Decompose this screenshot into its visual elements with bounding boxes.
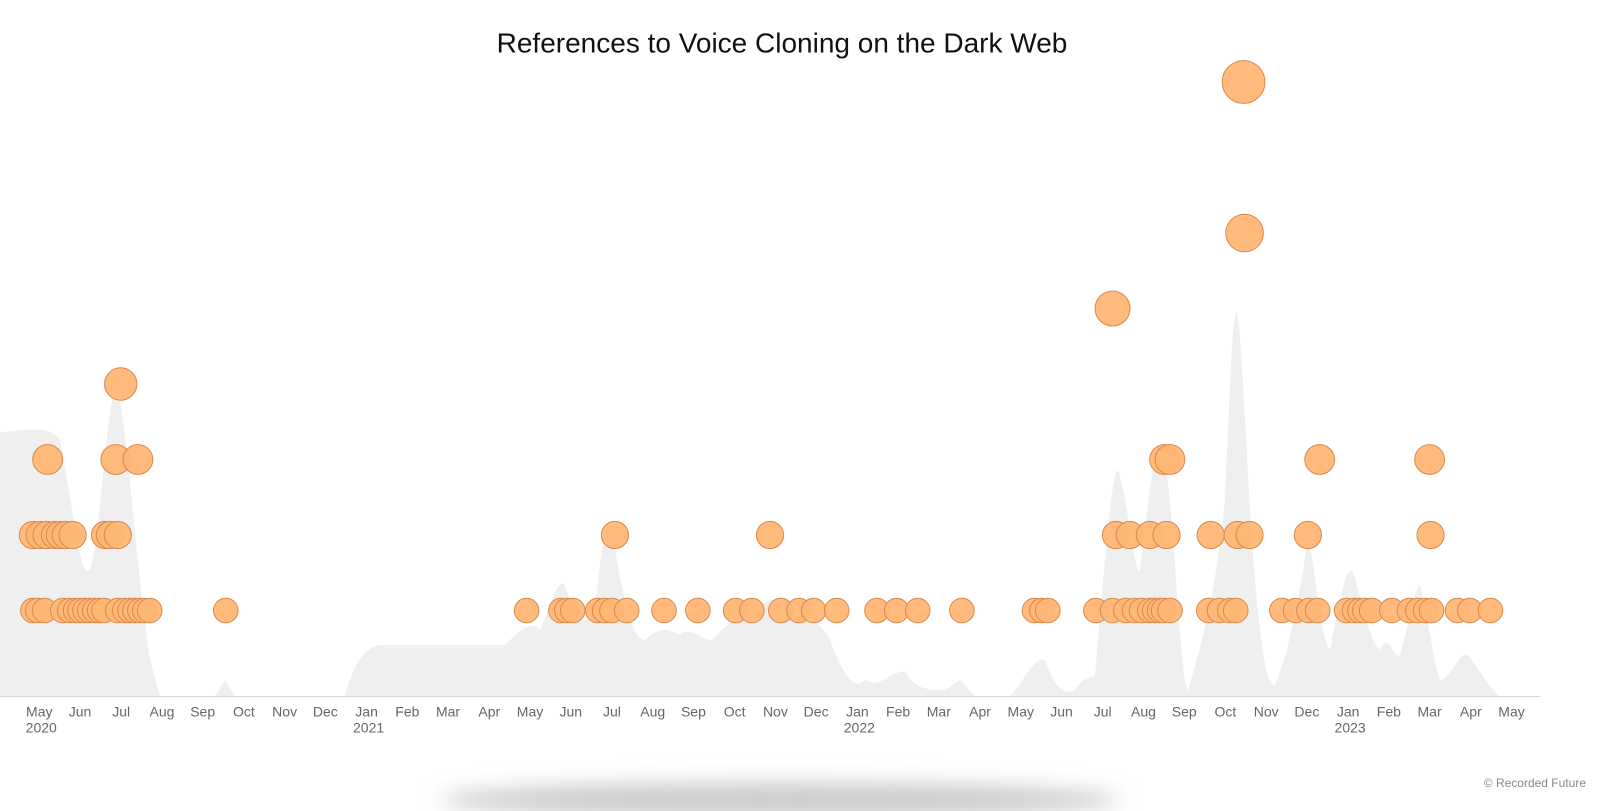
point [613, 597, 640, 624]
x-tick-label: Nov [763, 704, 788, 720]
point [600, 520, 630, 550]
point [823, 597, 850, 624]
x-tick-label: Mar [927, 704, 951, 720]
x-tick-label: May [1008, 704, 1034, 720]
point [212, 597, 239, 624]
point [1293, 520, 1322, 550]
point [103, 520, 132, 550]
credit: © Recorded Future [1484, 776, 1587, 790]
point [1418, 597, 1445, 624]
x-year-label: 2023 [1335, 720, 1366, 736]
point [58, 520, 87, 550]
x-tick-label: Jun [559, 704, 582, 720]
density-background [0, 311, 1500, 696]
point [1304, 444, 1336, 475]
x-tick-label: Sep [1172, 704, 1197, 720]
x-tick-label: Oct [1215, 704, 1237, 720]
x-tick-label: Jul [603, 704, 621, 720]
x-tick-label: Jun [1050, 704, 1073, 720]
point [949, 597, 975, 624]
point [1477, 597, 1504, 624]
point [1196, 520, 1225, 550]
x-tick-label: Feb [886, 704, 910, 720]
point [1094, 290, 1131, 327]
point [32, 444, 64, 475]
point [1154, 444, 1186, 475]
point [1152, 520, 1181, 550]
x-tick-label: Jul [1094, 704, 1112, 720]
point [1235, 520, 1264, 550]
x-tick-label: Jun [69, 704, 92, 720]
x-tick-label: Mar [1418, 704, 1442, 720]
x-year-label: 2021 [353, 720, 384, 736]
x-tick-label: Nov [272, 704, 297, 720]
point [755, 520, 785, 550]
point [904, 597, 931, 624]
x-tick-label: Jan [846, 704, 869, 720]
x-tick-label: Apr [1460, 704, 1482, 720]
point [1157, 597, 1183, 624]
x-tick-label: Jan [355, 704, 378, 720]
x-tick-label: Oct [724, 704, 746, 720]
x-tick-label: Dec [1294, 704, 1319, 720]
shadow [440, 782, 1120, 811]
x-tick-label: Apr [969, 704, 991, 720]
point [800, 597, 827, 624]
x-tick-label: Aug [640, 704, 665, 720]
x-tick-label: Dec [313, 704, 338, 720]
point [651, 597, 677, 624]
point [1034, 597, 1061, 624]
x-tick-label: Apr [478, 704, 500, 720]
x-tick-label: Feb [395, 704, 419, 720]
point [685, 597, 711, 624]
x-tick-label: Sep [681, 704, 706, 720]
x-year-label: 2020 [26, 720, 57, 736]
x-tick-label: May [1498, 704, 1524, 720]
point [739, 597, 765, 624]
x-tick-label: Jan [1337, 704, 1360, 720]
point [136, 597, 163, 624]
x-tick-label: Nov [1254, 704, 1279, 720]
x-tick-label: Mar [436, 704, 460, 720]
point [1414, 444, 1445, 475]
x-tick-label: Jul [112, 704, 130, 720]
x-tick-label: May [26, 704, 52, 720]
point [513, 597, 540, 624]
points [18, 60, 1504, 624]
point [104, 367, 138, 401]
x-tick-label: Sep [190, 704, 215, 720]
x-tick-label: Dec [804, 704, 829, 720]
point [559, 597, 586, 624]
point [1221, 60, 1266, 104]
point [1304, 597, 1331, 624]
x-tick-label: May [517, 704, 543, 720]
x-tick-label: Oct [233, 704, 255, 720]
x-tick-label: Aug [149, 704, 174, 720]
point [1416, 520, 1445, 550]
chart-title: References to Voice Cloning on the Dark … [497, 27, 1068, 58]
point [1225, 213, 1264, 253]
point [122, 444, 154, 475]
x-year-label: 2022 [844, 720, 875, 736]
point [1222, 597, 1249, 624]
x-tick-label: Feb [1377, 704, 1401, 720]
x-tick-label: Aug [1131, 704, 1156, 720]
